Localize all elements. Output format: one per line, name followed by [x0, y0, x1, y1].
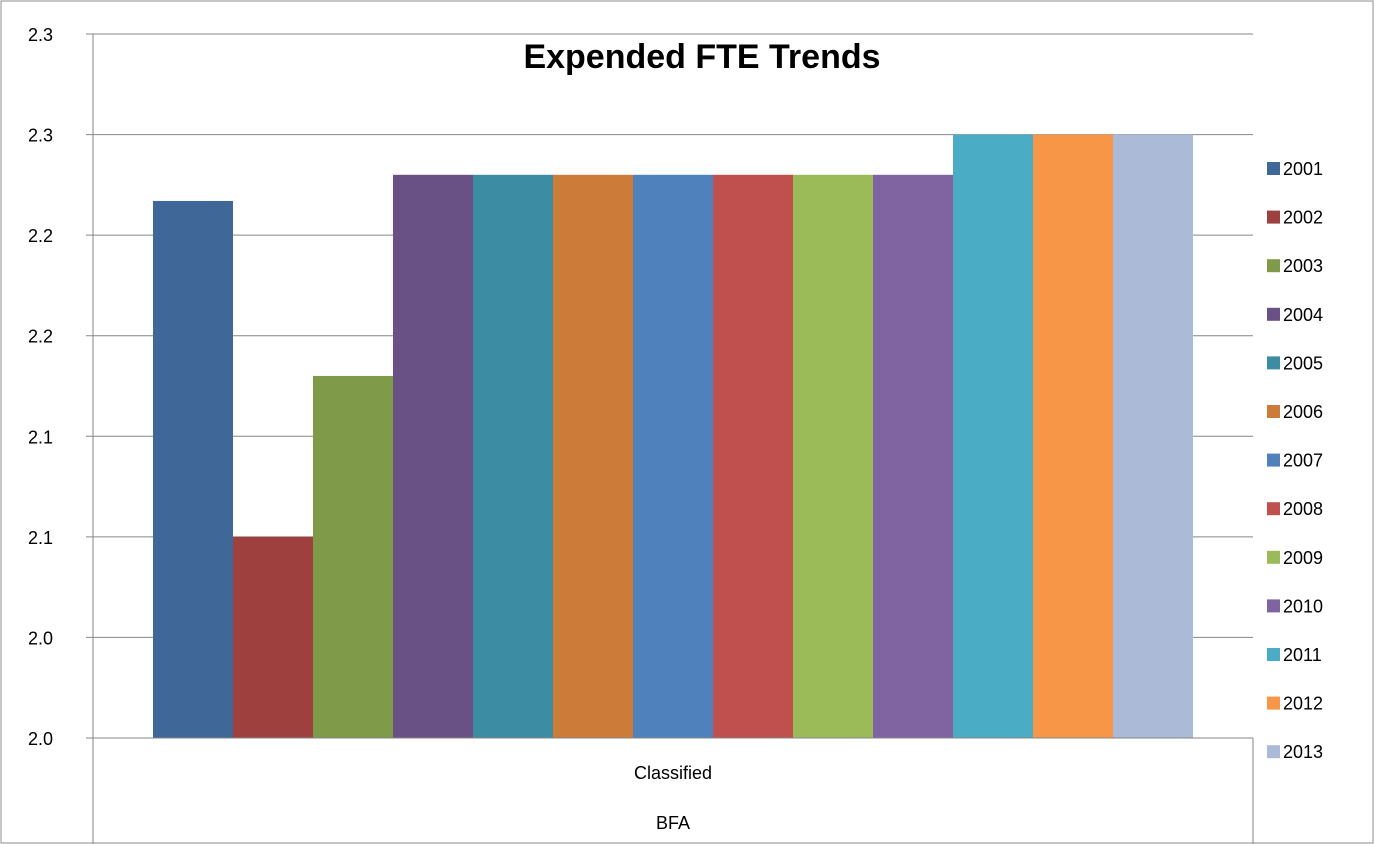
bar-2004: [393, 174, 473, 739]
y-tick-label: 2.1: [28, 528, 53, 548]
y-tick-label: 2.2: [28, 226, 53, 246]
legend-swatch-2001: [1267, 162, 1280, 175]
legend-label-2004: 2004: [1283, 305, 1323, 325]
legend-label-2003: 2003: [1283, 256, 1323, 276]
bar-2005: [473, 174, 553, 739]
legend-swatch-2011: [1267, 648, 1280, 661]
bar-2007: [633, 174, 713, 739]
bar-2006: [553, 174, 633, 739]
legend-label-2001: 2001: [1283, 159, 1323, 179]
bar-2013: [1113, 134, 1193, 739]
legend-label-2008: 2008: [1283, 499, 1323, 519]
x-group-label: BFA: [656, 813, 690, 833]
bars: [153, 134, 1193, 739]
bar-2002: [233, 536, 313, 738]
y-tick-label: 2.3: [28, 126, 53, 146]
legend-label-2013: 2013: [1283, 742, 1323, 762]
legend-label-2012: 2012: [1283, 694, 1323, 714]
y-tick-label: 2.0: [28, 628, 53, 648]
bar-2010: [873, 174, 953, 739]
legend-label-2005: 2005: [1283, 353, 1323, 373]
y-tick-labels: 2.0 2.0 2.1 2.1 2.2 2.2 2.3 2.3: [28, 25, 53, 749]
axes: [92, 34, 1254, 844]
legend-swatch-2004: [1267, 307, 1280, 321]
bar-2003: [313, 375, 393, 738]
bar-2011: [953, 134, 1033, 739]
chart-title: Expended FTE Trends: [523, 38, 880, 76]
bar-2008: [713, 174, 793, 739]
legend-label-2011: 2011: [1283, 645, 1322, 665]
legend-swatch-2013: [1267, 745, 1280, 759]
legend-label-2006: 2006: [1283, 402, 1323, 422]
legend-swatch-2007: [1267, 453, 1280, 467]
legend-label-2009: 2009: [1283, 548, 1323, 568]
legend: 2001 2002 2003 2004 2005 2006 2007 2008 2009 2010…: [1267, 159, 1323, 762]
y-tick-label: 2.1: [28, 427, 53, 447]
legend-swatch-2010: [1267, 599, 1280, 613]
legend-swatch-2002: [1267, 210, 1280, 224]
y-tick-label: 2.0: [28, 729, 53, 749]
legend-swatch-2008: [1267, 502, 1280, 516]
legend-swatch-2006: [1267, 405, 1280, 418]
legend-label-2007: 2007: [1283, 451, 1323, 471]
legend-swatch-2003: [1267, 259, 1280, 273]
bar-2009: [793, 174, 873, 739]
bar-2001: [153, 200, 233, 738]
legend-label-2002: 2002: [1283, 208, 1323, 228]
legend-swatch-2009: [1267, 550, 1280, 564]
y-tick-label: 2.3: [28, 25, 53, 45]
bar-2012: [1033, 134, 1113, 739]
y-tick-label: 2.2: [28, 327, 53, 347]
legend-swatch-2005: [1267, 356, 1280, 370]
legend-swatch-2012: [1267, 696, 1280, 710]
x-category-label: Classified: [634, 763, 712, 783]
legend-label-2010: 2010: [1283, 596, 1323, 616]
